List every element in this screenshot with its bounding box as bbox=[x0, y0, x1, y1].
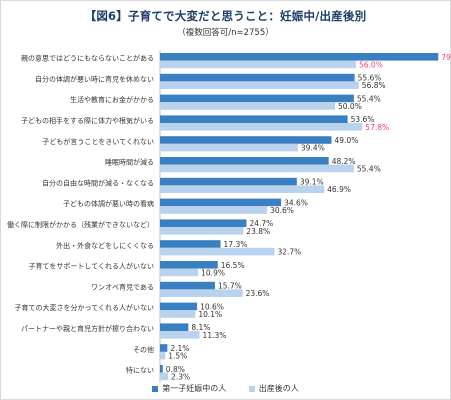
value-label-pregnant: 24.7% bbox=[249, 219, 273, 228]
category-label: 外出・外食などをしにくくなる bbox=[56, 241, 154, 250]
value-label-postpartum: 10.9% bbox=[201, 268, 225, 277]
value-label-pregnant: 55.4% bbox=[357, 94, 381, 103]
value-label-postpartum: 50.0% bbox=[338, 102, 362, 111]
bar-postpartum bbox=[160, 143, 298, 152]
value-label-pregnant: 53.6% bbox=[351, 115, 375, 124]
value-label-postpartum: 32.7% bbox=[277, 248, 301, 257]
value-label-pregnant: 17.3% bbox=[224, 240, 248, 249]
value-label-pregnant: 39.1% bbox=[300, 178, 324, 187]
value-label-postpartum: 39.4% bbox=[301, 144, 325, 153]
bar-pregnant bbox=[160, 323, 189, 331]
value-label-pregnant: 0.8% bbox=[166, 365, 185, 374]
bar-postpartum bbox=[160, 81, 359, 89]
value-label-postpartum: 56.8% bbox=[362, 81, 386, 90]
value-label-postpartum: 55.4% bbox=[357, 164, 381, 173]
value-label-postpartum: 11.3% bbox=[203, 331, 227, 340]
bar-pregnant bbox=[160, 73, 355, 82]
legend-item-pregnant: 第一子妊娠中の人 bbox=[152, 383, 226, 394]
chart-title: 【図6】子育てで大変だと思うこと：妊娠中/出産後別 bbox=[84, 9, 367, 23]
bar-postpartum bbox=[160, 310, 196, 318]
value-label-pregnant: 16.5% bbox=[221, 261, 245, 270]
value-label-postpartum: 57.8% bbox=[365, 123, 389, 132]
value-label-pregnant: 15.7% bbox=[218, 282, 242, 291]
bar-postpartum bbox=[160, 185, 325, 193]
bar-pregnant bbox=[160, 240, 221, 248]
legend-swatch-pregnant bbox=[152, 385, 159, 392]
category-label: 睡眠時間が減る bbox=[105, 158, 154, 167]
bar-pregnant bbox=[160, 365, 163, 373]
bar-pregnant bbox=[160, 281, 215, 290]
category-label: 子どもの相手をする際に体力や根気がいる bbox=[21, 116, 154, 125]
legend: 第一子妊娠中の人 出産後の人 bbox=[0, 383, 451, 394]
bar-pregnant bbox=[160, 177, 297, 186]
category-label: 生活や教育にお金がかかる bbox=[70, 95, 154, 104]
bar-postpartum bbox=[160, 206, 268, 214]
legend-label-postpartum: 出産後の人 bbox=[258, 384, 299, 393]
value-label-postpartum: 30.6% bbox=[270, 206, 294, 215]
bar-pregnant bbox=[160, 302, 198, 311]
value-label-postpartum: 23.8% bbox=[246, 227, 270, 236]
legend-item-postpartum: 出産後の人 bbox=[248, 383, 299, 394]
bar-postpartum bbox=[160, 268, 199, 277]
bar-pregnant bbox=[160, 115, 348, 123]
value-label-postpartum: 1.5% bbox=[168, 352, 187, 361]
bar-pregnant bbox=[160, 198, 282, 207]
bar-postpartum bbox=[160, 351, 166, 360]
category-label: 働く際に制限がかかる（残業ができないなど） bbox=[7, 220, 154, 229]
bar-postpartum bbox=[160, 123, 363, 131]
bar-pregnant bbox=[160, 94, 354, 103]
value-label-postpartum: 56.0% bbox=[359, 60, 383, 69]
value-label-pregnant: 10.6% bbox=[200, 302, 224, 311]
value-label-pregnant: 48.2% bbox=[332, 157, 356, 166]
value-label-pregnant: 49.0% bbox=[335, 136, 359, 145]
bar-pregnant bbox=[160, 219, 247, 227]
legend-swatch-postpartum bbox=[248, 385, 255, 392]
bar-postpartum bbox=[160, 372, 169, 381]
bar-postpartum bbox=[160, 102, 335, 110]
bar-postpartum bbox=[160, 60, 356, 69]
bar-postpartum bbox=[160, 331, 200, 339]
bar-pregnant bbox=[160, 261, 218, 269]
value-label-pregnant: 79.5% bbox=[441, 53, 451, 62]
category-label: その他 bbox=[133, 345, 154, 354]
bar-pregnant bbox=[160, 344, 168, 352]
value-label-pregnant: 2.1% bbox=[170, 344, 189, 353]
bar-pregnant bbox=[160, 157, 329, 165]
chart-subtitle: （複数回答可/n=2755） bbox=[177, 28, 274, 38]
value-label-pregnant: 34.6% bbox=[284, 198, 308, 207]
category-label: 子どもの体調が悪い時の看病 bbox=[63, 199, 154, 208]
value-label-postpartum: 10.1% bbox=[198, 310, 222, 319]
bar-postpartum bbox=[160, 289, 243, 297]
value-label-pregnant: 55.6% bbox=[358, 74, 382, 83]
value-label-postpartum: 23.6% bbox=[246, 289, 270, 298]
value-label-postpartum: 2.3% bbox=[171, 372, 190, 381]
bar-postpartum bbox=[160, 247, 275, 256]
value-label-postpartum: 46.9% bbox=[327, 185, 351, 194]
category-label: パートナーや親と育児方針が擦り合わない bbox=[21, 324, 154, 333]
legend-label-pregnant: 第一子妊娠中の人 bbox=[162, 384, 227, 393]
category-label: 子どもが言うことをきいてくれない bbox=[42, 137, 154, 146]
bar-pregnant bbox=[160, 136, 332, 144]
category-label: ワンオペ育児である bbox=[91, 282, 154, 291]
bar-postpartum bbox=[160, 164, 354, 173]
category-label: 親の意思ではどうにもならないことがある bbox=[21, 54, 154, 63]
bar-postpartum bbox=[160, 227, 244, 235]
category-label: 自分の体調が悪い時に育児を休めない bbox=[35, 74, 154, 83]
category-label: 特にない bbox=[126, 366, 154, 375]
category-label: 子育てをサポートしてくれる人がいない bbox=[29, 262, 154, 271]
category-label: 子育ての大変さを分かってくれる人がいない bbox=[15, 303, 154, 312]
bar-pregnant bbox=[160, 53, 439, 61]
value-label-pregnant: 8.1% bbox=[191, 323, 210, 332]
category-label: 自分の自由な時間が減る・なくなる bbox=[42, 178, 154, 187]
